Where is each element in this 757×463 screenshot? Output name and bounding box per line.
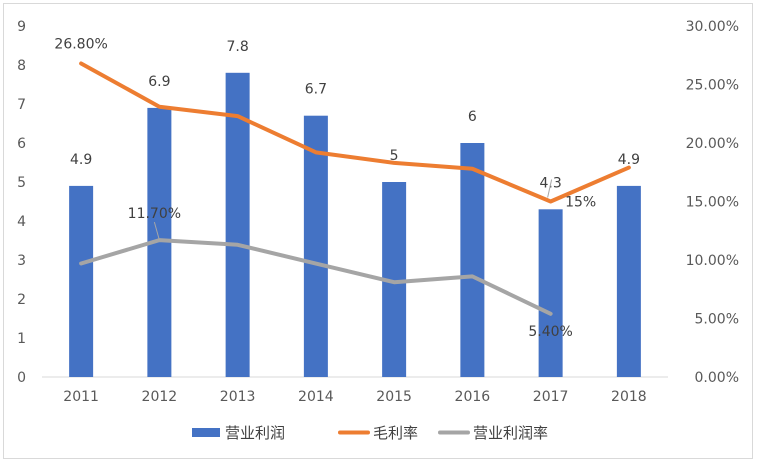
x-tick-label: 2013: [220, 389, 256, 405]
bar: [303, 115, 328, 377]
bar-value-label: 6.9: [148, 74, 170, 90]
y-right-tick-label: 15.00%: [686, 195, 739, 211]
y-left-tick-label: 5: [17, 175, 26, 191]
bar-series: [69, 72, 641, 378]
axes: 0 1 2 3 4 5 6 7 8 9 0.00% 5.00% 10.00% 15.00% 20.00% 25…: [17, 19, 739, 405]
x-tick-label: 2011: [63, 389, 99, 405]
bar-value-label: 7.8: [226, 39, 248, 55]
bar-value-label: 4.9: [70, 152, 92, 168]
bar-value-label: 4.9: [618, 152, 640, 168]
y-right-tick-label: 5.00%: [695, 312, 739, 328]
bar: [538, 209, 563, 377]
bar: [616, 185, 641, 377]
leader-line: [547, 179, 553, 198]
y-right-tick-label: 30.00%: [686, 19, 739, 35]
y-right-tick-label: 10.00%: [686, 253, 739, 269]
chart-frame: [3, 3, 753, 459]
y-right-tick-label: 20.00%: [686, 136, 739, 152]
legend-label: 营业利润: [225, 424, 285, 442]
y-left-tick-label: 7: [17, 97, 26, 113]
y-left-tick-label: 2: [17, 292, 26, 308]
x-tick-label: 2014: [298, 389, 334, 405]
y-left-tick-label: 1: [17, 331, 26, 347]
bar: [69, 185, 94, 377]
line-value-label: 26.80%: [54, 36, 107, 52]
y-left-tick-label: 3: [17, 253, 26, 269]
legend-swatch: [192, 428, 220, 437]
line-value-label: 11.70%: [128, 206, 181, 222]
x-tick-label: 2015: [376, 389, 412, 405]
line-value-label: 5.40%: [528, 324, 572, 340]
bar-value-label: 6: [468, 109, 477, 125]
x-tick-label: 2018: [611, 389, 647, 405]
y-left-tick-label: 8: [17, 58, 26, 74]
x-tick-label: 2017: [533, 389, 569, 405]
y-left-tick-label: 0: [17, 370, 26, 386]
bar-value-label: 5: [390, 148, 399, 164]
y-left-tick-label: 6: [17, 136, 26, 152]
y-right-tick-label: 0.00%: [695, 370, 739, 386]
y-right-tick-label: 25.00%: [686, 78, 739, 94]
x-tick-label: 2016: [455, 389, 491, 405]
bar: [225, 72, 250, 378]
legend-label: 毛利率: [373, 424, 418, 442]
bar: [460, 143, 485, 377]
series-line: [79, 61, 631, 204]
bar-value-label: 6.7: [305, 82, 327, 98]
legend-label: 营业利润率: [473, 424, 548, 442]
y-left-tick-label: 9: [17, 19, 26, 35]
y-left-tick-label: 4: [17, 214, 26, 230]
leader-line: [153, 221, 160, 241]
x-tick-label: 2012: [142, 389, 178, 405]
legend: 营业利润 毛利率 营业利润率: [192, 424, 548, 442]
line-value-label: 15%: [565, 195, 596, 211]
